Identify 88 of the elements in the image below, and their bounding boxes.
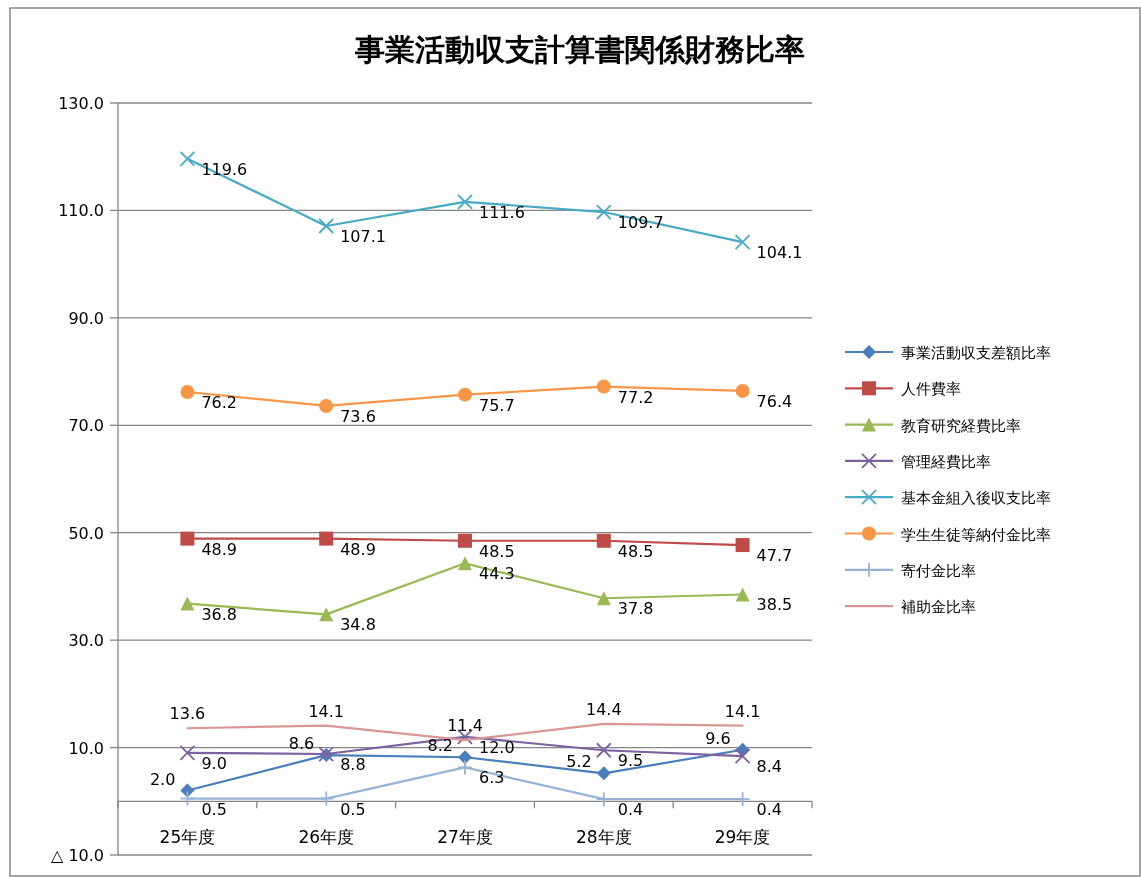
data-label: 8.8 bbox=[340, 755, 366, 775]
data-label: 76.2 bbox=[201, 392, 238, 412]
point bbox=[180, 596, 195, 611]
chart-title: 事業活動収支計算書関係財務比率 bbox=[354, 32, 805, 67]
data-label: 47.7 bbox=[756, 546, 793, 566]
y-tick-label: 130.0 bbox=[58, 94, 104, 113]
point bbox=[319, 398, 334, 413]
point bbox=[180, 531, 195, 546]
data-label: 9.0 bbox=[201, 753, 227, 773]
data-label: 0.5 bbox=[201, 799, 227, 819]
legend-label: 補助金比率 bbox=[901, 598, 976, 617]
data-label: 37.8 bbox=[617, 599, 654, 619]
data-label: 8.6 bbox=[288, 734, 315, 754]
point bbox=[318, 218, 335, 234]
data-label: 8.2 bbox=[427, 736, 453, 756]
data-label: 9.6 bbox=[705, 728, 731, 748]
point bbox=[319, 607, 334, 622]
data-label: 77.2 bbox=[617, 387, 654, 407]
data-label: 76.4 bbox=[756, 391, 793, 411]
data-label: 12.0 bbox=[479, 737, 515, 757]
data-label: 34.8 bbox=[340, 615, 376, 635]
point bbox=[735, 587, 750, 602]
data-label: 48.9 bbox=[340, 539, 376, 559]
legend-label: 事業活動収支差額比率 bbox=[901, 344, 1051, 362]
point bbox=[458, 387, 472, 402]
point bbox=[734, 748, 751, 765]
point bbox=[596, 533, 611, 548]
point bbox=[318, 790, 335, 807]
legend-label: 管理経費比率 bbox=[901, 452, 991, 471]
point bbox=[458, 750, 472, 765]
legend-label: 教育研究経費比率 bbox=[901, 416, 1021, 435]
data-label: 48.5 bbox=[617, 541, 654, 561]
y-tick-label: 70.0 bbox=[68, 416, 104, 436]
point bbox=[319, 531, 334, 546]
data-label: 6.3 bbox=[479, 768, 505, 788]
point bbox=[596, 591, 611, 606]
data-label: 14.1 bbox=[308, 701, 345, 721]
point bbox=[179, 790, 196, 807]
data-label: 13.6 bbox=[169, 704, 206, 724]
point bbox=[735, 538, 750, 553]
point bbox=[180, 384, 195, 399]
point bbox=[179, 150, 196, 167]
data-label: 0.4 bbox=[617, 800, 644, 820]
data-label: 107.1 bbox=[340, 227, 387, 247]
point bbox=[596, 766, 611, 781]
point bbox=[458, 556, 472, 571]
x-tick-label: 28年度 bbox=[575, 827, 632, 848]
data-label: 14.1 bbox=[724, 701, 761, 721]
x-tick-label: 26年度 bbox=[298, 827, 355, 848]
point bbox=[179, 745, 196, 761]
data-label: 2.0 bbox=[149, 769, 176, 789]
data-label: 5.2 bbox=[566, 752, 592, 772]
x-tick-label: 27年度 bbox=[437, 827, 493, 848]
data-label: 73.6 bbox=[340, 406, 376, 426]
data-label: 36.8 bbox=[201, 604, 238, 624]
data-label: 11.4 bbox=[447, 716, 483, 736]
y-tick-label: △ 10.0 bbox=[50, 846, 104, 865]
point bbox=[595, 204, 612, 220]
point bbox=[595, 742, 612, 759]
point bbox=[596, 379, 611, 394]
x-tick-label: 29年度 bbox=[714, 827, 771, 848]
y-tick-label: 10.0 bbox=[68, 738, 104, 758]
legend-label: 基本金組入後収支比率 bbox=[901, 489, 1051, 508]
legend-label: 人件費率 bbox=[901, 380, 961, 399]
legend-label: 学生生徒等納付金比率 bbox=[901, 525, 1051, 544]
data-label: 0.4 bbox=[756, 800, 783, 820]
data-label: 48.5 bbox=[479, 541, 515, 561]
data-label: 111.6 bbox=[479, 202, 525, 222]
data-label: 8.4 bbox=[756, 757, 783, 777]
point bbox=[457, 193, 473, 210]
y-tick-label: 50.0 bbox=[68, 523, 104, 543]
data-label: 48.9 bbox=[201, 539, 238, 559]
y-tick-label: 90.0 bbox=[68, 308, 104, 328]
data-label: 9.5 bbox=[617, 751, 644, 771]
point bbox=[734, 234, 751, 251]
data-label: 0.5 bbox=[340, 799, 366, 819]
point bbox=[458, 533, 472, 548]
data-label: 14.4 bbox=[585, 699, 622, 719]
point bbox=[180, 783, 195, 798]
x-tick-label: 25年度 bbox=[159, 827, 216, 848]
data-label: 38.5 bbox=[756, 595, 793, 615]
data-label: 104.1 bbox=[756, 243, 803, 263]
point bbox=[457, 759, 473, 776]
y-tick-label: 30.0 bbox=[68, 631, 104, 651]
data-label: 75.7 bbox=[479, 395, 515, 415]
legend-label: 寄付金比率 bbox=[901, 561, 976, 580]
point bbox=[735, 383, 750, 398]
y-tick-label: 110.0 bbox=[58, 201, 104, 221]
